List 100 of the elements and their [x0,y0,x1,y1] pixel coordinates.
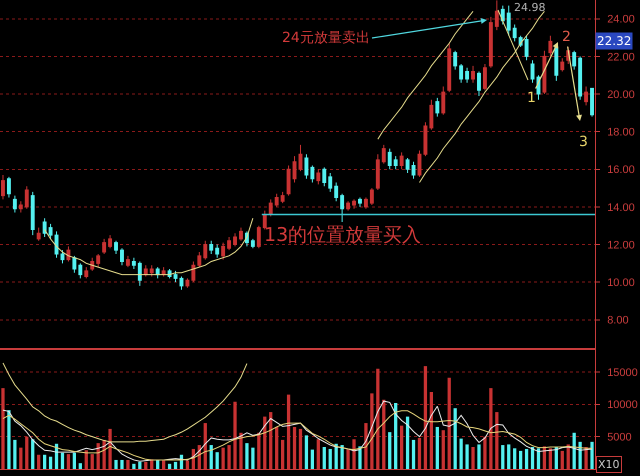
line-series [44,218,254,276]
bar [454,408,457,469]
annotation: 3 [579,134,588,150]
bar [138,462,142,469]
candlestick [560,58,564,72]
candlestick [572,50,576,70]
y-tick-label: 12.00 [607,239,635,252]
y-tick-label: 10000 [607,399,638,412]
candlestick [548,35,552,57]
candlestick [447,42,452,93]
bar [120,460,124,469]
bar [304,435,308,469]
line-series [377,10,474,140]
candlestick [156,266,160,279]
candlestick [286,165,291,196]
line-series [2,410,593,460]
candlestick [322,166,326,187]
annotation: 24元放量卖出 [282,30,370,46]
y-tick-label: 20.00 [607,88,635,101]
candlestick [423,122,428,157]
candlestick [441,86,446,116]
candlestick [334,182,338,202]
y-tick-label: 8.00 [607,314,629,327]
candlestick [488,16,493,68]
candlestick [310,165,314,183]
bar [78,463,82,469]
candlestick [256,225,261,249]
candlestick [274,193,279,208]
annotation: 1 [527,90,536,106]
y-tick-label: 5000 [607,432,632,444]
candlestick [400,152,404,170]
candlestick [406,158,410,174]
bar [48,456,52,469]
candlestick [542,50,546,95]
bar [114,460,118,469]
y-tick-label: 22.00 [607,51,635,64]
candlestick [412,161,416,180]
annotation: 24.98 [514,1,546,14]
candlestick [221,242,226,260]
y-tick-label: 14.00 [607,202,635,214]
candlestick [108,234,112,249]
bar [72,452,76,469]
bar [436,426,439,469]
candlestick [78,262,82,279]
candlestick [215,244,220,258]
candlestick [96,253,100,268]
bar [459,438,463,469]
bar [31,439,34,469]
candlestick [429,99,434,130]
bar [174,462,178,469]
bar [156,460,160,469]
bar [340,445,344,469]
candlestick [494,0,499,31]
candlestick [298,144,302,172]
bar [310,450,314,469]
bar [251,448,255,469]
candlestick [364,197,368,210]
y-tick-label: 15000 [607,366,638,379]
bar [334,444,338,469]
candlestick [66,246,70,262]
text: X10 [598,458,620,471]
line-series [418,10,545,183]
annotation: 2 [562,29,571,45]
candlestick [18,200,23,214]
candlestick [418,150,422,178]
candlestick [590,88,594,118]
candlestick [394,156,398,170]
bar [210,445,213,469]
candlestick [250,238,255,249]
candlestick [126,255,130,268]
candlestick [578,56,582,100]
candlestick [185,278,190,288]
candlestick [346,200,350,212]
candlestick [512,24,517,42]
candlestick [316,168,320,185]
bar [216,452,219,469]
bar [42,454,46,469]
line-series [2,400,593,462]
candlestick [54,230,58,258]
bar [572,432,576,469]
candlestick [42,218,47,238]
candlestick [506,5,511,36]
candlestick [453,50,458,70]
bar [507,444,510,469]
text: 22.32 [597,34,632,48]
candlestick [340,193,344,222]
candlestick [465,67,470,84]
bar [245,443,249,469]
candlestick [239,227,243,242]
candlestick [370,188,374,206]
candlestick [376,154,380,190]
candlestick [60,250,64,264]
candlestick [12,195,17,214]
candlestick [482,63,487,91]
bar [132,464,136,469]
candlestick [120,248,124,266]
candlestick [358,197,362,208]
y-tick-label: 18.00 [607,126,635,139]
bar [518,450,522,469]
candlestick [36,227,41,242]
